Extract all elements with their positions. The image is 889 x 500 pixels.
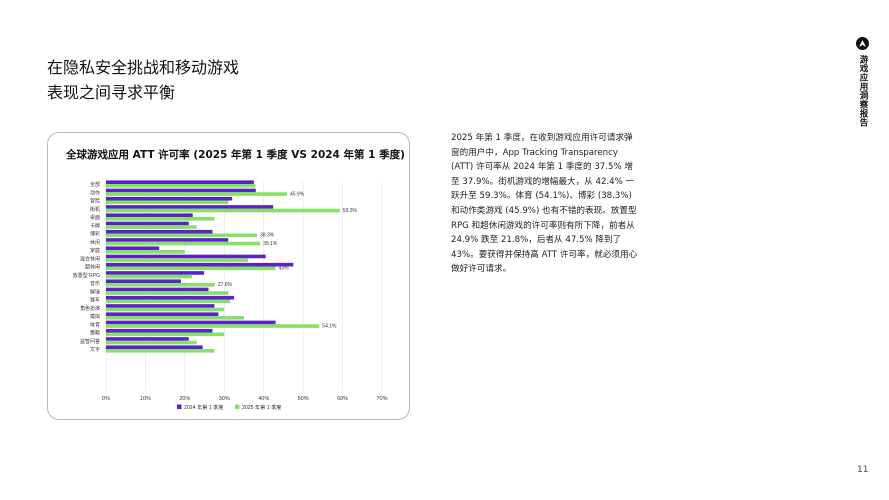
bar-2024 (106, 254, 266, 259)
bar-2024 (106, 238, 229, 242)
page-title-line2: 表现之间寻求平衡 (47, 83, 176, 102)
bar-2025 (106, 200, 229, 205)
bar-2024 (106, 246, 160, 250)
bar-2024 (106, 328, 213, 333)
x-tick-label: 70% (376, 396, 387, 402)
bar-2024 (106, 287, 209, 292)
category-label: 桌面 (90, 214, 100, 221)
bar-2025 (106, 233, 258, 238)
category-label: 超休闲 (85, 264, 100, 271)
bar-2025 (106, 250, 185, 254)
chart-title: 全球游戏应用 ATT 许可率 (2025 年第 1 季度 VS 2024 年第 … (66, 149, 405, 161)
data-label: 45.9% (290, 191, 305, 197)
legend-label-2024: 2024 年第 1 季度 (184, 403, 224, 411)
category-label: 放置型 RPG (73, 272, 100, 279)
bar-2024 (106, 312, 219, 316)
bar-2025 (106, 283, 215, 287)
bar-2024 (106, 304, 215, 308)
category-label: 休闲 (90, 239, 100, 246)
bar-2024 (106, 221, 189, 226)
bar-2025 (106, 299, 231, 304)
bar-2024 (106, 337, 189, 341)
brand-logo-icon (856, 37, 869, 50)
bar-2025 (106, 208, 340, 213)
bar-2025 (106, 217, 215, 221)
bar-2025 (106, 340, 197, 345)
bar-2025 (106, 241, 261, 246)
category-label: 街机 (90, 206, 100, 213)
data-label: 59.3% (343, 208, 358, 214)
data-label: 27.6% (218, 282, 233, 288)
category-label: 文字 (90, 346, 100, 353)
category-label: 动作 (90, 189, 100, 196)
legend-swatch-2024 (177, 404, 182, 409)
bar-2025 (106, 225, 197, 229)
x-tick-label: 20% (179, 396, 190, 402)
data-label: 54.1% (322, 323, 337, 329)
page-number: 11 (857, 465, 869, 475)
data-label: 38.3% (260, 233, 275, 239)
bar-2024 (106, 188, 256, 193)
category-label: 体育 (90, 321, 100, 328)
bar-2025 (106, 192, 287, 196)
bar-2025 (106, 324, 320, 328)
category-label: 卡牌 (90, 222, 100, 229)
body-paragraph: 2025 年第 1 季度，在收到游戏应用许可请求弹窗的用户中，App Track… (451, 133, 638, 275)
bar-2024 (106, 229, 213, 234)
brand-label: 游戏应用洞察报告 (858, 55, 868, 127)
bar-2024 (106, 295, 235, 300)
bar-2025 (106, 349, 215, 353)
x-tick-label: 50% (298, 396, 309, 402)
legend-label-2025: 2025 年第 1 季度 (242, 403, 282, 411)
bar-2025 (106, 291, 229, 295)
category-label: 模拟 (90, 313, 100, 320)
bar-2024 (106, 320, 276, 325)
bar-2025 (106, 307, 225, 312)
bar-2024 (106, 213, 193, 217)
bar-2025 (106, 258, 248, 262)
category-label: 益智问答 (80, 338, 100, 345)
page-title-line1: 在隐私安全挑战和移动游戏 (47, 58, 240, 77)
category-label: 混合休闲 (80, 255, 100, 262)
bar-2025 (106, 332, 225, 337)
bar-2024 (106, 205, 274, 209)
bar-2024 (106, 180, 254, 184)
bar-2024 (106, 279, 181, 283)
category-label: 博彩 (90, 231, 100, 238)
bar-2025 (106, 274, 192, 279)
legend-swatch-2025 (235, 404, 240, 409)
bar-2024 (106, 262, 294, 267)
category-label: 家庭 (90, 247, 100, 254)
category-label: 策略 (90, 330, 100, 337)
bar-2025 (106, 266, 276, 271)
bar-2025 (106, 316, 244, 320)
data-label: 39.1% (263, 241, 278, 247)
x-tick-label: 30% (219, 396, 230, 402)
page-title: 在隐私安全挑战和移动游戏 表现之间寻求平衡 (47, 55, 307, 105)
x-tick-label: 10% (140, 396, 151, 402)
category-label: 冒险 (90, 198, 100, 205)
bar-2024 (106, 196, 233, 201)
category-label: 角色扮演 (80, 305, 100, 312)
bar-2025 (106, 184, 256, 188)
x-tick-label: 40% (258, 396, 269, 402)
category-label: 解谜 (90, 288, 100, 295)
x-tick-label: 60% (337, 396, 348, 402)
chart-card: 0% 10% 20% 30% 40% 50% 60% 70% 全部 动作 45.9% 冒险 街机 59.3… (47, 132, 410, 420)
x-tick-label: 0% (102, 396, 110, 402)
bar-2024 (106, 345, 203, 349)
category-label: 音乐 (90, 280, 100, 287)
bar-2024 (106, 271, 205, 275)
brand-sidebar: 游戏应用洞察报告 (853, 37, 873, 147)
category-label: 全部 (90, 181, 100, 188)
data-label: 43% (279, 266, 290, 272)
category-label: 赛车 (90, 297, 100, 304)
